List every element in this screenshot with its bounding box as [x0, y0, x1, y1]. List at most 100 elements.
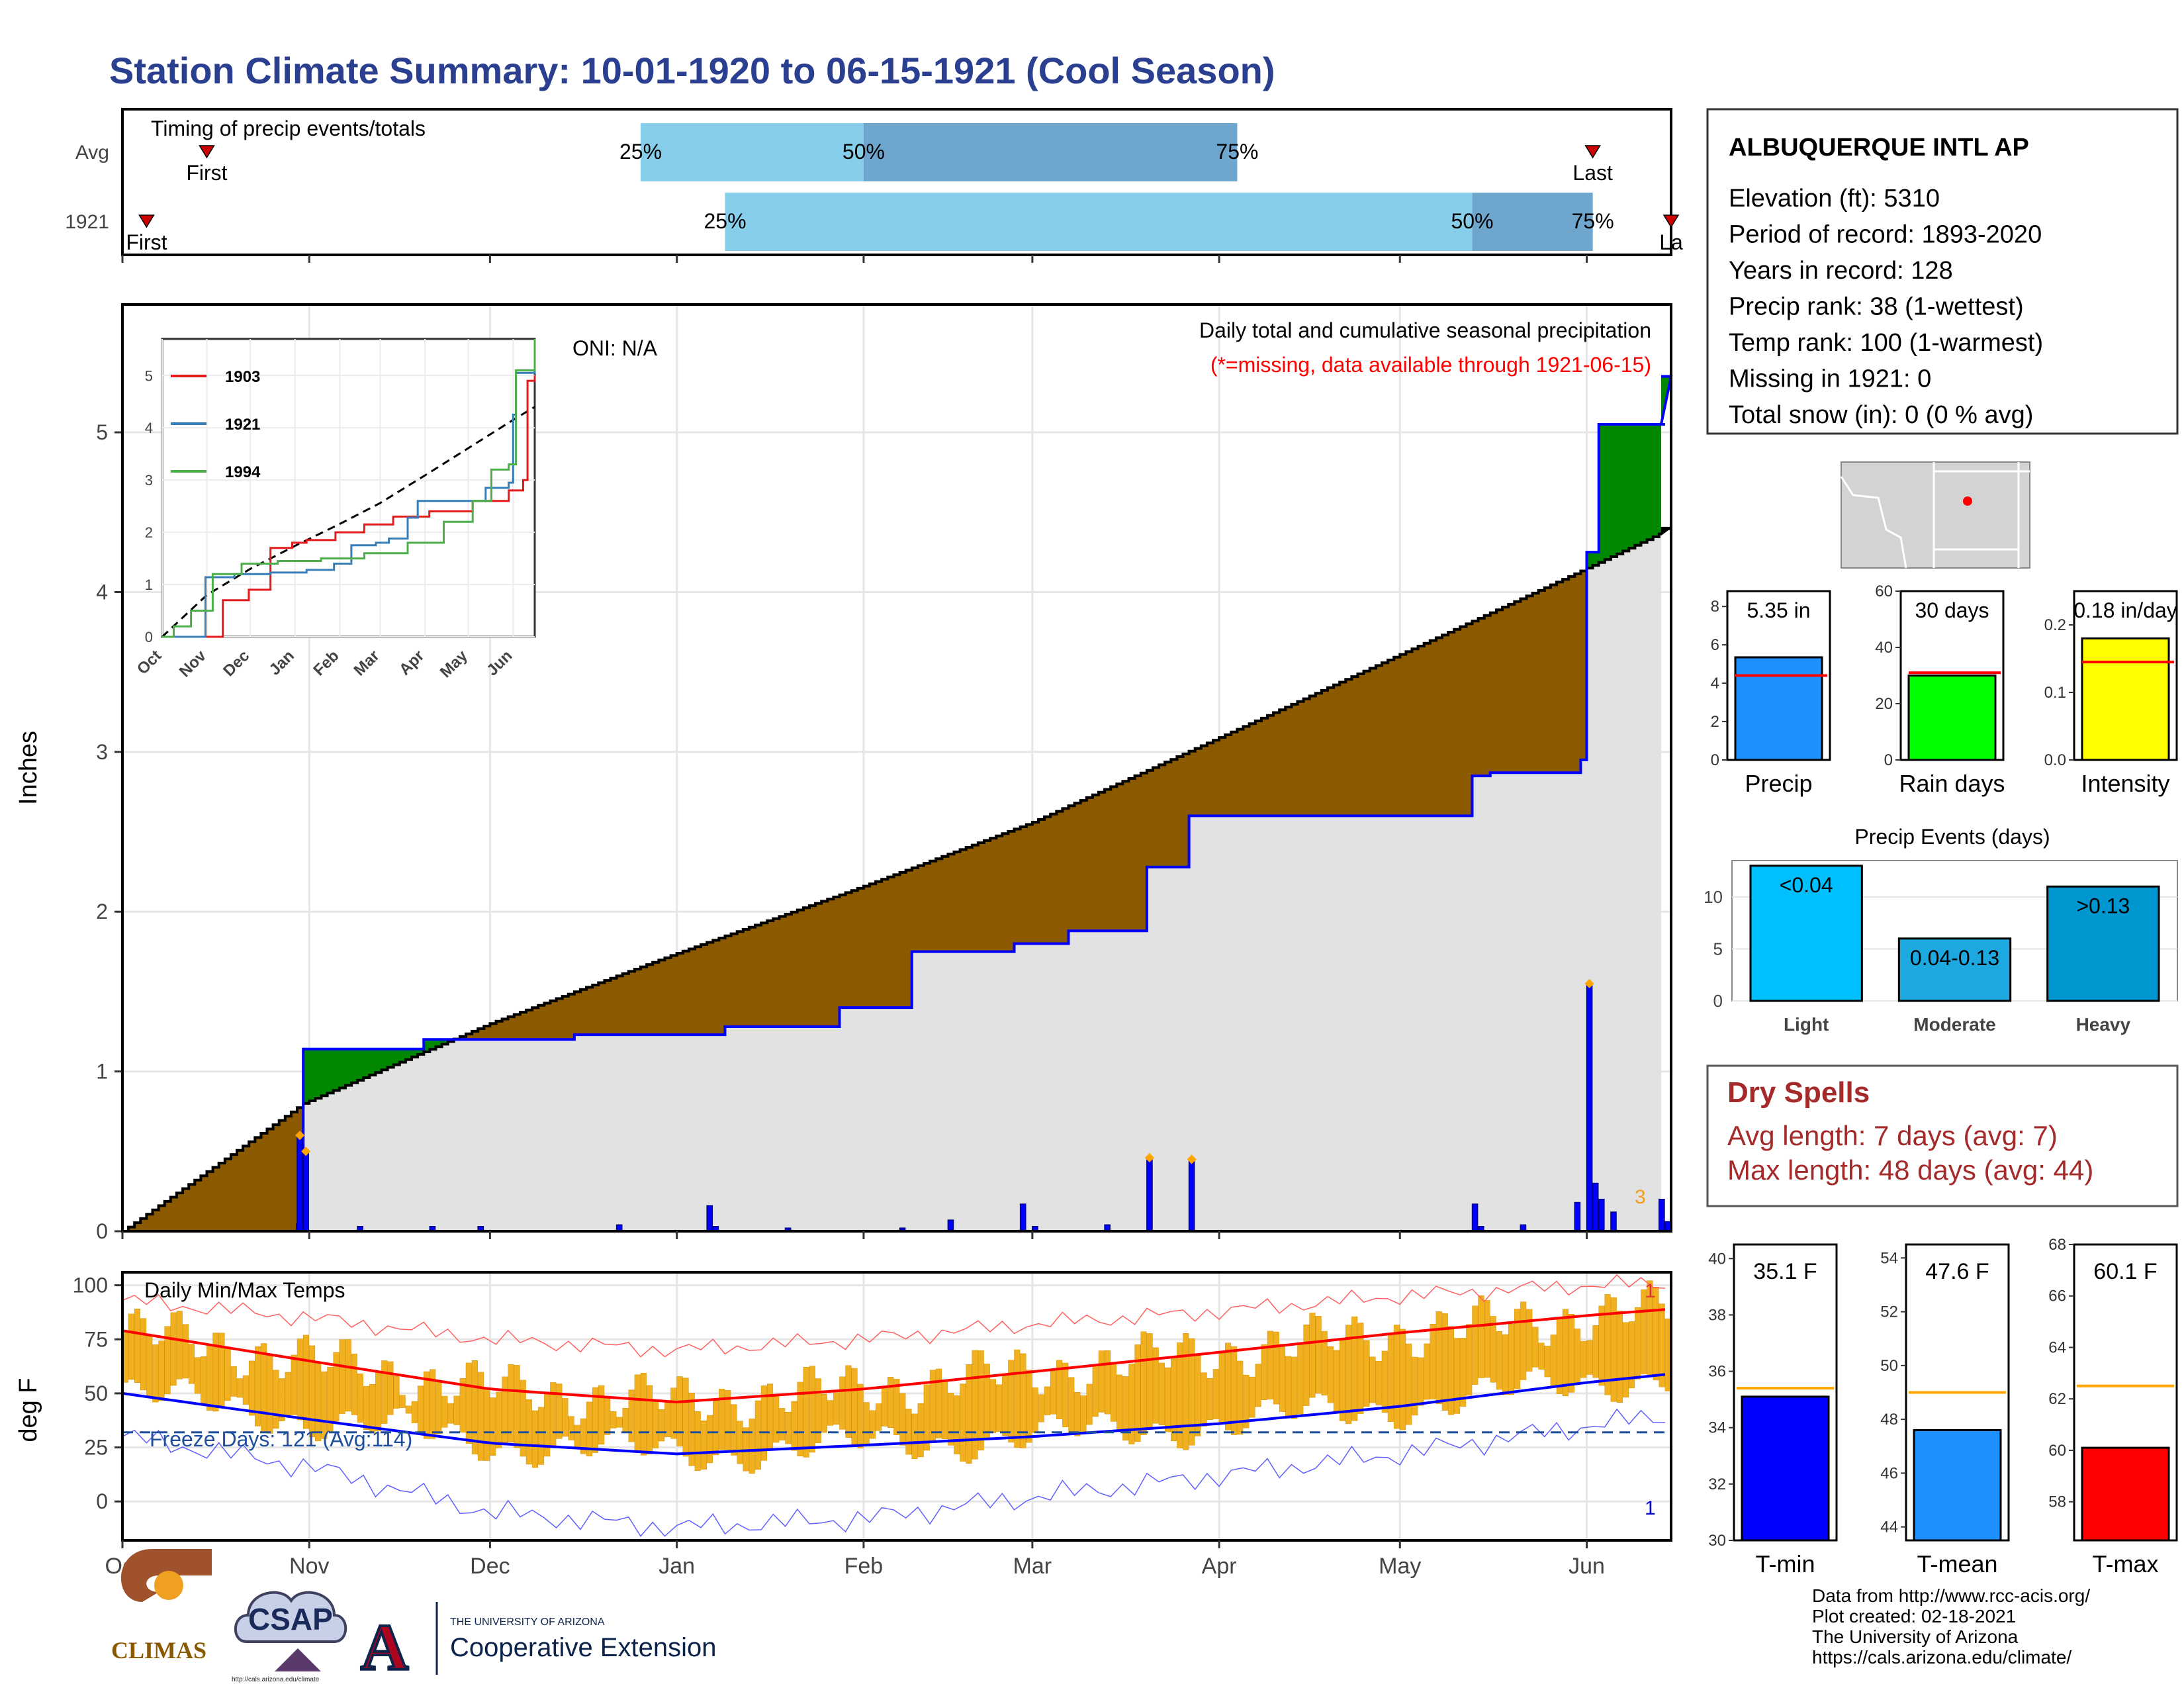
inset-legend-label: 1903: [225, 368, 260, 386]
logos: CLIMAS CSAP http://cals.arizona.edu/clim…: [111, 1549, 716, 1685]
daily-precip-bar: [296, 1135, 303, 1232]
timing-pct-p50: 50%: [1451, 209, 1494, 233]
summary-bar-chart-raindays: 0 20 40 60 30 days Rain days: [1875, 583, 2005, 797]
daily-temp-bar: [1453, 1338, 1461, 1414]
summary-ytick-label: 60: [1875, 583, 1893, 600]
daily-temp-bar: [1020, 1353, 1026, 1448]
daily-temp-bar: [562, 1398, 569, 1437]
daily-temp-bar: [369, 1383, 376, 1434]
daily-temp-bar: [321, 1371, 328, 1439]
events-bar-label: >0.13: [2076, 894, 2130, 917]
month-label: Apr: [1202, 1554, 1237, 1579]
daily-temp-bar: [1647, 1280, 1653, 1375]
dry-spells-avg: Avg length: 7 days (avg: 7): [1727, 1120, 2058, 1151]
daily-temp-bar: [351, 1353, 357, 1415]
daily-temp-bar: [453, 1395, 460, 1425]
daily-temp-bar: [1502, 1334, 1508, 1395]
station-name: ALBUQUERQUE INTL AP: [1729, 134, 2029, 162]
temp-bar-chart-tmax: 58 60 62 64 66 68 60.1 F T-max: [2048, 1236, 2178, 1577]
daily-temp-bar: [899, 1393, 906, 1446]
daily-temp-bar: [960, 1383, 966, 1462]
daily-temp-bar: [1562, 1309, 1569, 1397]
inset-ytick-label: 5: [145, 367, 153, 384]
daily-temp-bar: [803, 1367, 809, 1458]
month-label: Jun: [1569, 1554, 1605, 1579]
precip-ytick-label: 3: [96, 740, 108, 764]
state-map: [1840, 461, 2030, 569]
daily-temp-bar: [1418, 1357, 1424, 1406]
normal-max-line: [122, 1308, 1666, 1404]
daily-temp-bar: [556, 1383, 563, 1439]
dry-spells-frame: [1706, 1064, 2179, 1207]
daily-temp-bar: [1610, 1297, 1617, 1402]
daily-temp-bar: [261, 1343, 267, 1433]
timing-pct-p25: 25%: [704, 209, 746, 233]
timing-last-label: La: [1659, 230, 1683, 254]
daily-precip-bar: [706, 1205, 713, 1232]
timing-first-label: First: [126, 230, 167, 254]
freeze-days-label: Freeze Days: 121 (Avg:114): [150, 1427, 412, 1451]
daily-temp-bar: [785, 1411, 792, 1444]
daily-temp-bar: [1116, 1374, 1123, 1432]
timing-last-marker: [1584, 145, 1601, 159]
temp-bar-value-label: 35.1 F: [1753, 1259, 1817, 1284]
daily-temp-bar: [1206, 1378, 1213, 1420]
daily-temp-bar: [1189, 1338, 1195, 1446]
summary-ytick-label: 20: [1875, 695, 1893, 713]
daily-temp-bar: [1201, 1372, 1207, 1427]
daily-temp-bar: [700, 1421, 707, 1470]
credit-line: Plot created: 02-18-2021: [1812, 1606, 2016, 1626]
daily-temp-bar: [1435, 1311, 1442, 1405]
summary-ytick-label: 8: [1711, 598, 1719, 616]
station-line-3: Precip rank: 38 (1-wettest): [1729, 293, 2024, 321]
daily-temp-bar: [152, 1344, 159, 1403]
inset-normal-line: [161, 406, 535, 638]
credit-line: The University of Arizona: [1812, 1626, 2019, 1647]
daily-temp-bar: [995, 1384, 1003, 1432]
daily-temp-bar: [719, 1389, 725, 1450]
daily-temp-bar: [1177, 1342, 1183, 1448]
daily-temp-bar: [1381, 1350, 1388, 1413]
daily-temp-bar: [1026, 1370, 1032, 1443]
summary-ytick-label: 4: [1711, 675, 1719, 692]
daily-temp-bar: [664, 1403, 671, 1438]
daily-temp-bar: [863, 1402, 870, 1446]
daily-temp-bar: [1598, 1305, 1605, 1386]
temp-bar-ytick-label: 36: [1708, 1363, 1726, 1381]
daily-temp-bar: [839, 1376, 846, 1430]
inset-line-1994: [162, 339, 536, 638]
coop-text: Cooperative Extension: [450, 1633, 716, 1662]
month-label: Dec: [470, 1554, 510, 1579]
events-ytick-label: 0: [1713, 991, 1723, 1011]
daily-temp-bar: [1508, 1324, 1515, 1395]
timing-first-marker: [199, 145, 215, 159]
temp-bar-ytick-label: 40: [1708, 1250, 1726, 1268]
csap-cloud: [234, 1591, 347, 1643]
daily-temp-bar: [1363, 1340, 1370, 1407]
climas-logo: CLIMAS: [111, 1549, 212, 1664]
daily-temp-bar: [779, 1408, 786, 1441]
daily-temp-bar: [881, 1388, 888, 1427]
daily-temp-bar: [1218, 1353, 1225, 1424]
daily-temp-bar: [966, 1364, 972, 1464]
daily-temp-bar: [1345, 1325, 1352, 1425]
temp-bar-tmin: [1741, 1395, 1830, 1542]
daily-record-marker: [295, 1131, 305, 1141]
daily-temp-bar: [760, 1385, 767, 1461]
daily-temp-bar: [411, 1401, 418, 1423]
events-bar-light: [1749, 865, 1863, 1002]
temp-bar-ytick-label: 58: [2048, 1493, 2066, 1511]
summary-ytick-label: 0.2: [2044, 616, 2066, 634]
temp-bar-ytick-label: 50: [1880, 1357, 1898, 1375]
summary-value-label: 30 days: [1915, 598, 1989, 622]
daily-temp-bar: [604, 1396, 611, 1435]
daily-temp-bar: [754, 1400, 761, 1470]
timing-first-marker: [138, 214, 155, 228]
daily-temp-bar: [375, 1372, 382, 1431]
daily-temp-bar: [399, 1395, 406, 1408]
normal-cumulative-line: [122, 526, 1672, 1233]
timing-pct-p25: 25%: [619, 140, 662, 164]
daily-temp-bar: [531, 1410, 538, 1468]
daily-temp-bar: [1574, 1329, 1581, 1385]
